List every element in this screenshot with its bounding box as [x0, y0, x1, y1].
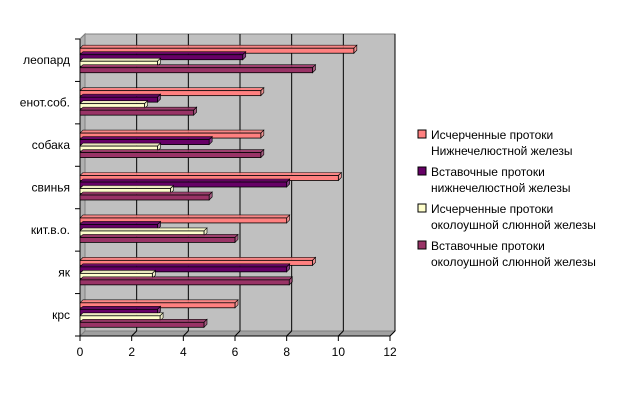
bar-top — [79, 276, 293, 281]
bar-top — [79, 191, 213, 196]
plot-area: 0 2 4 6 8 10 12 леопард енот.соб. собака свинья кит… — [20, 32, 397, 359]
gridline-floor — [234, 330, 241, 337]
legend-swatch — [417, 203, 427, 213]
y-tick-label: кит.в.о. — [31, 223, 70, 237]
legend-label: околоушной слюнной железы — [431, 218, 596, 232]
bar-top — [79, 221, 162, 225]
legend-label: околоушной слюнной железы — [431, 255, 596, 269]
bar — [79, 279, 290, 286]
bar-top — [79, 263, 291, 268]
y-tick-label: як — [58, 265, 70, 279]
bar — [79, 194, 210, 201]
y-tick-label: леопард — [23, 53, 70, 67]
bar-top — [79, 106, 198, 111]
bar-top — [79, 142, 162, 147]
y-tick-label: енот.соб. — [20, 96, 70, 110]
bar-top — [79, 234, 239, 238]
bar-top — [79, 270, 157, 274]
bar-top — [79, 227, 208, 232]
bar — [79, 54, 244, 61]
legend-swatch — [417, 129, 427, 139]
bar-top — [79, 87, 265, 91]
bar-top — [79, 299, 239, 304]
x-tick-label: 4 — [180, 345, 187, 359]
bar-top — [79, 185, 175, 189]
x-tick-label: 6 — [232, 345, 239, 359]
bar-top — [79, 64, 317, 69]
bar — [79, 152, 262, 158]
bar-top — [79, 44, 358, 49]
x-tick-label: 0 — [77, 345, 84, 359]
gridline-floor — [182, 330, 189, 337]
bar-top — [79, 129, 265, 134]
legend-label: Исчерченные протоки — [431, 202, 553, 216]
bar — [79, 217, 288, 224]
gridline-floor — [389, 330, 396, 337]
x-tick-label: 8 — [283, 345, 290, 359]
bar-top — [79, 214, 291, 219]
legend-label: Нижнечелюстной железы — [431, 144, 573, 158]
x-tick-label: 12 — [383, 345, 397, 359]
legend-label: Исчерченные протоки — [431, 128, 553, 142]
gridline-floor — [337, 330, 344, 337]
legend-label: нижнечелюстной железы — [431, 181, 570, 195]
gridline-floor — [286, 330, 293, 337]
bar-top — [79, 312, 164, 317]
bar — [79, 237, 236, 243]
bar-top — [79, 172, 343, 176]
bar-top — [79, 57, 162, 62]
bar-top — [79, 51, 247, 56]
bar — [79, 90, 262, 97]
bar — [79, 109, 195, 116]
bar — [79, 67, 313, 74]
bar — [79, 181, 288, 188]
gridline-floor — [131, 330, 138, 337]
y-tick-label: свинья — [32, 181, 70, 195]
bar-top — [79, 318, 208, 323]
y-tick-label: крс — [52, 308, 70, 322]
bar-top — [79, 136, 213, 140]
legend-label: Вставочные протоки — [431, 239, 545, 253]
y-tick-label: собака — [32, 138, 71, 152]
legend-swatch — [417, 166, 427, 176]
legend: Исчерченные протоки Нижнечелюстной железы… — [417, 128, 596, 269]
bar — [79, 321, 205, 328]
legend-swatch — [417, 240, 427, 250]
bar-top — [79, 305, 162, 310]
bar-top — [79, 93, 162, 98]
bar-top — [79, 100, 149, 104]
bar — [79, 266, 288, 273]
x-tick-label: 10 — [332, 345, 346, 359]
bar-top — [79, 178, 291, 183]
bar-top — [79, 149, 265, 153]
bar-top — [79, 257, 317, 261]
x-tick-label: 2 — [128, 345, 135, 359]
legend-label: Вставочные протоки — [431, 165, 545, 179]
